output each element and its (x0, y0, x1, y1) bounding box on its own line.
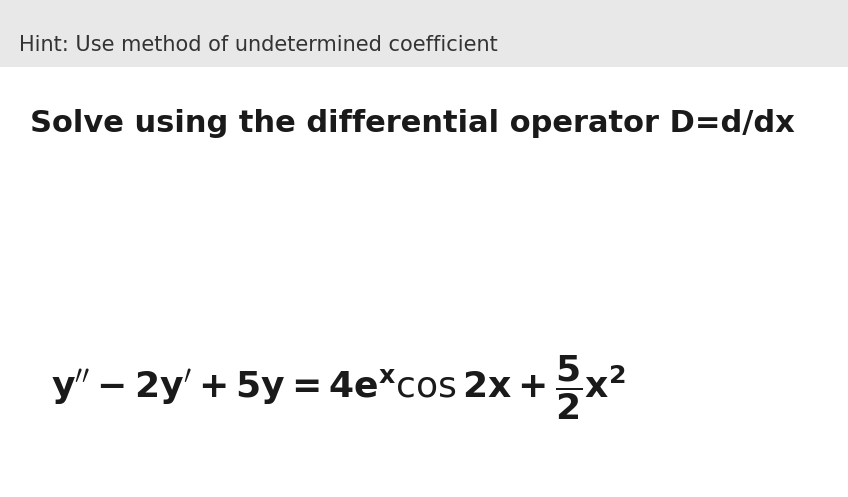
Text: Hint: Use method of undetermined coefficient: Hint: Use method of undetermined coeffic… (19, 35, 498, 55)
FancyBboxPatch shape (0, 67, 848, 497)
Text: $\mathbf{y'' - 2y' + 5y = 4e^x \cos 2x + \dfrac{5}{2}x^2}$: $\mathbf{y'' - 2y' + 5y = 4e^x \cos 2x +… (51, 353, 626, 422)
Text: Solve using the differential operator D=d/dx: Solve using the differential operator D=… (30, 109, 795, 138)
